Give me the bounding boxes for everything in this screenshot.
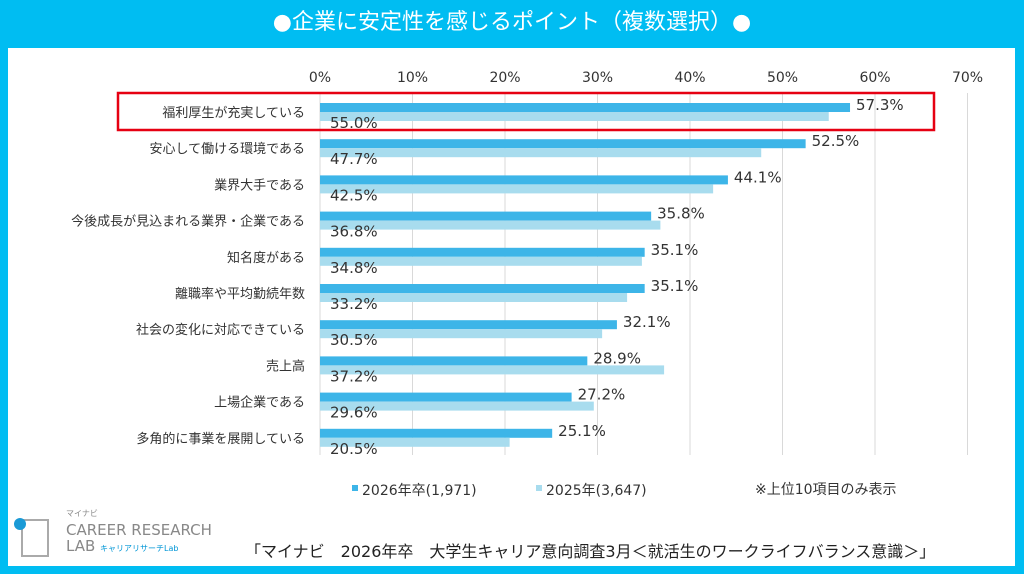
bar-2026 (320, 247, 645, 257)
bar-2026 (320, 428, 553, 438)
legend-swatch-2026 (352, 485, 358, 491)
chart-title: ●企業に安定性を感じるポイント（複数選択）● (272, 10, 752, 35)
value-label-2026: 35.8% (657, 205, 705, 223)
value-label-2025: 34.8% (330, 259, 378, 277)
bar-2026 (320, 320, 617, 330)
source-caption: 「マイナビ 2026年卒 大学生キャリア意向調査3月＜就活生のワークライフバラン… (245, 542, 936, 561)
category-label: 売上高 (266, 358, 305, 374)
value-label-2025: 42.5% (330, 186, 378, 204)
bar-2025 (320, 220, 661, 230)
x-tick-label: 0% (309, 70, 331, 86)
category-label: 離職率や平均勤続年数 (175, 286, 305, 302)
bar-2025 (320, 401, 594, 411)
category-label: 福利厚生が充実している (162, 105, 305, 121)
bar-2025 (320, 293, 628, 302)
bar-2026 (320, 175, 728, 185)
logo-cube-icon (21, 519, 49, 557)
x-tick-label: 70% (952, 70, 983, 86)
value-label-2026: 35.1% (651, 277, 699, 295)
category-label: 知名度がある (227, 250, 305, 266)
legend-label-2026: 2026年卒(1,971) (362, 483, 477, 499)
category-label: 安心して働ける環境である (150, 142, 305, 157)
footnote: ※上位10項目のみ表示 (755, 482, 897, 498)
value-label-2026: 35.1% (651, 241, 699, 259)
x-tick-label: 20% (489, 70, 520, 86)
value-label-2025: 20.5% (330, 440, 378, 458)
bar-2026 (320, 284, 645, 293)
logo-line2: LAB (66, 537, 96, 555)
bar-2026 (320, 356, 588, 366)
value-label-2026: 27.2% (578, 386, 626, 404)
x-tick-label: 40% (674, 70, 705, 86)
category-label: 今後成長が見込まれる業界・企業である (71, 214, 305, 230)
x-tick-label: 30% (582, 70, 613, 86)
highlight-box (116, 91, 936, 132)
bar-2026 (320, 211, 652, 221)
value-label-2026: 44.1% (734, 168, 782, 186)
bar-2025 (320, 329, 603, 339)
x-tick-label: 50% (767, 70, 798, 86)
bar-2025 (320, 365, 665, 375)
value-label-2025: 37.2% (330, 367, 378, 385)
category-label: 多角的に事業を展開している (136, 431, 305, 447)
chart-panel (8, 48, 1015, 566)
x-tick-label: 60% (859, 70, 890, 86)
value-label-2026: 32.1% (623, 313, 671, 331)
value-label-2026: 52.5% (812, 132, 860, 150)
category-label: 上場企業である (214, 395, 305, 411)
legend-label-2025: 2025年(3,647) (546, 483, 647, 499)
logo-brand: マイナビ (66, 509, 98, 518)
bar-2025 (320, 256, 642, 266)
bar-2026 (320, 392, 572, 402)
bar-2025 (320, 112, 829, 121)
category-label: 業界大手である (214, 177, 305, 193)
bar-2025 (320, 148, 762, 158)
logo-dot-icon (14, 518, 26, 530)
value-label-2025: 47.7% (330, 150, 378, 168)
bar-2026 (320, 103, 851, 112)
value-label-2025: 30.5% (330, 331, 378, 349)
career-research-lab-logo: マイナビ CAREER RESEARCH LAB キャリアリサーチLab (10, 506, 212, 557)
bar-2025 (320, 184, 714, 194)
value-label-2025: 36.8% (330, 223, 378, 241)
value-label-2025: 55.0% (330, 114, 378, 132)
legend-swatch-2025 (536, 485, 542, 491)
bar-2025 (320, 437, 510, 447)
logo-line1: CAREER RESEARCH (66, 521, 212, 539)
value-label-2026: 25.1% (558, 422, 606, 440)
category-label: 社会の変化に対応できている (136, 322, 305, 338)
value-label-2026: 57.3% (856, 96, 904, 114)
value-label-2025: 33.2% (330, 295, 378, 313)
x-tick-label: 10% (397, 70, 428, 86)
bar-2026 (320, 139, 806, 149)
logo-sub: キャリアリサーチLab (100, 544, 179, 553)
value-label-2026: 28.9% (593, 349, 641, 367)
value-label-2025: 29.6% (330, 404, 378, 422)
